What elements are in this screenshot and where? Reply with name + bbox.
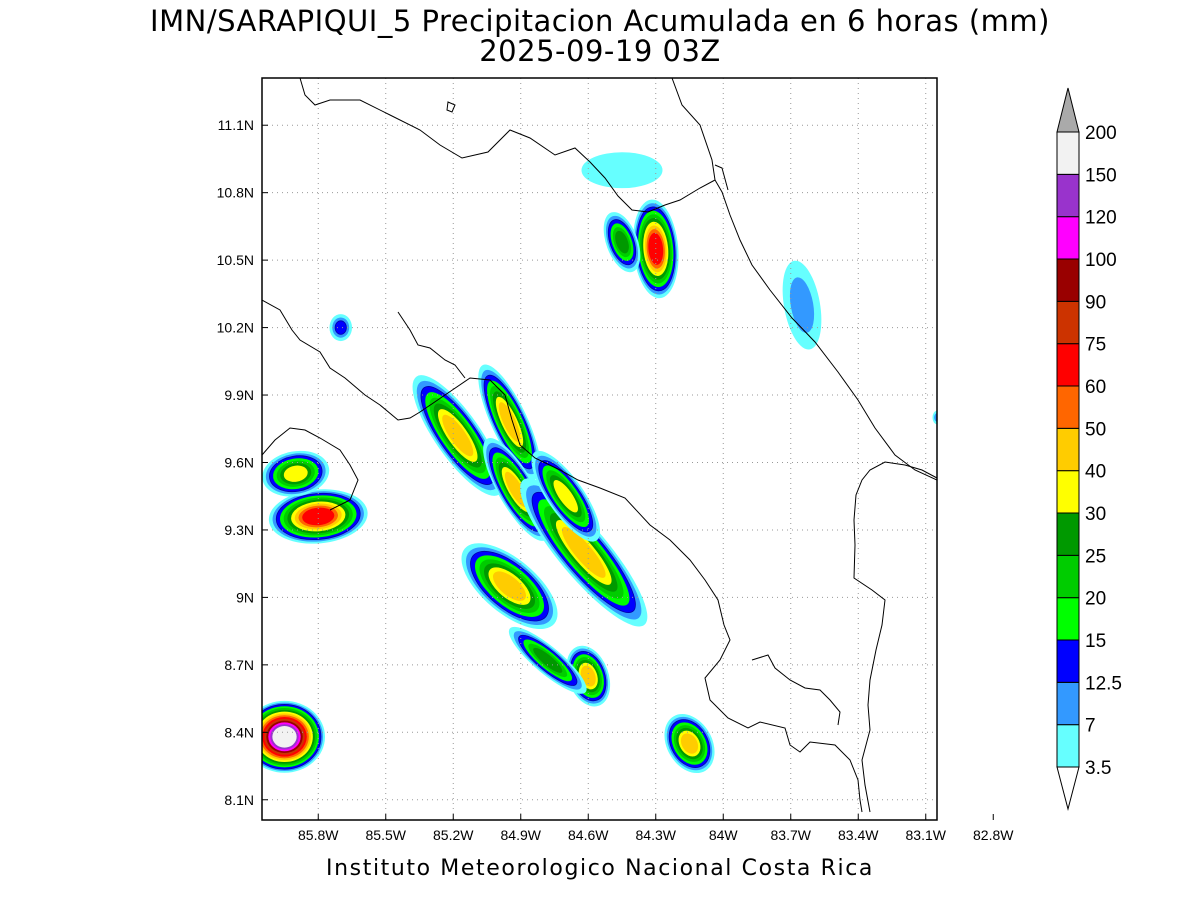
colorbar-swatch	[1056, 639, 1080, 683]
lat-tick-label: 9.9N	[224, 387, 254, 403]
colorbar-swatch	[1056, 173, 1080, 218]
rain-cell	[664, 714, 715, 774]
colorbar-label: 15	[1085, 631, 1106, 652]
colorbar-label: 7	[1085, 716, 1096, 737]
lon-tick-label: 85.2W	[433, 827, 474, 843]
lon-tick-label: 82.8W	[973, 827, 1014, 843]
map-gridlines	[262, 78, 937, 820]
colorbar-swatch	[1056, 131, 1080, 175]
colorbar-swatch	[1056, 427, 1080, 472]
rain-contour	[553, 480, 578, 513]
colorbar-under-triangle	[1056, 766, 1080, 811]
rain-contour	[680, 733, 699, 754]
rain-contour	[498, 402, 521, 442]
rain-cell	[412, 375, 503, 496]
colorbar-label: 12.5	[1085, 673, 1122, 694]
map-title: IMN/SARAPIQUI_5 Precipitacion Acumulada …	[150, 4, 1050, 38]
colorbar-label: 50	[1085, 419, 1106, 440]
colorbar-label: 120	[1085, 208, 1117, 229]
colorbar-swatch	[1056, 385, 1080, 429]
rain-contour	[283, 465, 308, 482]
lon-tick-label: 84.9W	[501, 827, 542, 843]
rain-contour	[302, 507, 335, 526]
rain-contour	[272, 726, 297, 748]
lon-tick-label: 85.8W	[298, 827, 339, 843]
colorbar-label: 60	[1085, 377, 1106, 398]
map-subtitle-datetime: 2025-09-19 03Z	[479, 34, 721, 68]
lat-tick-label: 10.2N	[217, 320, 254, 336]
rain-contour	[533, 647, 563, 673]
rain-cell	[268, 489, 368, 544]
colorbar-label: 100	[1085, 250, 1117, 271]
lon-tick-label: 84W	[709, 827, 739, 843]
lon-tick-label: 83.1W	[906, 827, 947, 843]
rain-contour	[581, 152, 663, 189]
colorbar-label: 75	[1085, 335, 1106, 356]
colorbar-label: 25	[1085, 546, 1106, 567]
colorbar-swatch	[1056, 300, 1080, 345]
lon-tick-label: 83.4W	[838, 827, 879, 843]
rain-cell	[603, 212, 641, 273]
lat-tick-label: 8.7N	[224, 657, 254, 673]
colorbar-label: 200	[1085, 123, 1117, 144]
latitude-axis: 8.1N 8.4N 8.7N 9N 9.3N 9.6N 9.9N 10.2N 10.5N 10.8…	[217, 117, 268, 808]
lat-tick-label: 8.1N	[224, 792, 254, 808]
longitude-axis: 85.8W 85.5W 85.2W 84.9W 84.6W 84.3W 84W 83.7W 83…	[298, 814, 1014, 843]
map-frame	[261, 77, 938, 821]
colorbar-swatch	[1056, 554, 1080, 599]
colorbar-legend: 3.5 7 12.5 15 20 25 30 40 50 60 75 90 100 120 150 200	[1056, 87, 1122, 811]
rain-cell	[478, 364, 541, 480]
colorbar-swatch	[1056, 470, 1080, 514]
lat-tick-label: 9.6N	[224, 454, 254, 470]
rain-contour	[492, 571, 527, 601]
precipitation-field	[262, 152, 937, 774]
colorbar-swatch	[1056, 258, 1080, 302]
rain-cell	[531, 450, 601, 542]
colorbar-swatch	[1056, 512, 1080, 556]
lat-tick-label: 9N	[236, 589, 254, 605]
rain-cell	[262, 700, 325, 773]
rain-cell	[461, 543, 558, 630]
colorbar-label: 40	[1085, 462, 1106, 483]
lon-tick-label: 83.7W	[771, 827, 812, 843]
lat-tick-label: 11.1N	[218, 117, 254, 133]
colorbar-label: 3.5	[1085, 758, 1111, 779]
colorbar-label: 20	[1085, 589, 1106, 610]
coastline-and-borders	[262, 78, 937, 813]
rain-contour	[442, 414, 474, 457]
rain-cell	[508, 626, 587, 694]
colorbar-label: 30	[1085, 504, 1106, 525]
lon-tick-label: 84.6W	[568, 827, 609, 843]
lat-tick-label: 9.3N	[224, 522, 254, 538]
rain-contour	[561, 526, 606, 578]
rain-cell	[581, 152, 663, 189]
colorbar-over-triangle	[1056, 87, 1080, 133]
lat-tick-label: 10.8N	[217, 185, 254, 201]
rain-cell	[329, 314, 352, 342]
lat-tick-label: 10.5N	[217, 252, 254, 268]
rain-contour	[580, 665, 596, 687]
colorbar-label: 150	[1085, 165, 1117, 186]
rain-contour	[615, 230, 629, 254]
lon-tick-label: 85.5W	[366, 827, 407, 843]
colorbar-swatch	[1056, 216, 1080, 260]
map-plot-area	[262, 78, 937, 820]
colorbar-swatch	[1056, 681, 1080, 726]
colorbar-swatch	[1056, 343, 1080, 387]
rain-contour	[789, 277, 815, 333]
credit-footer: Instituto Meteorologico Nacional Costa R…	[326, 856, 874, 881]
lat-tick-label: 8.4N	[224, 724, 254, 740]
colorbar-label: 90	[1085, 292, 1106, 313]
rain-contour	[334, 320, 347, 335]
colorbar-swatch	[1056, 597, 1080, 641]
colorbar-swatch	[1056, 724, 1080, 768]
lon-tick-label: 84.3W	[636, 827, 677, 843]
rain-cell	[520, 478, 648, 627]
